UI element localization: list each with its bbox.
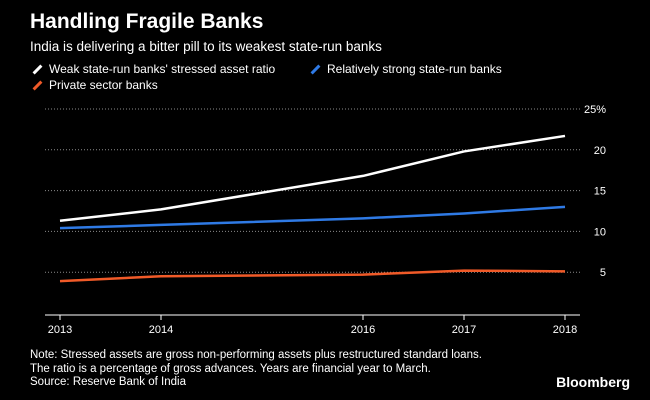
x-tick-label: 2014 (149, 324, 173, 336)
y-tick-label: 25% (584, 104, 606, 116)
footnote-line-2: The ratio is a percentage of gross advan… (30, 362, 431, 375)
series-line-2 (59, 269, 566, 283)
footnote-line-1: Note: Stressed assets are gross non-perf… (30, 349, 482, 361)
footnote: Note: Stressed assets are gross non-perf… (30, 349, 482, 390)
bloomberg-logo: Bloomberg (556, 374, 630, 390)
series-line-1 (59, 205, 566, 230)
legend-item-weak: Weak state-run banks' stressed asset rat… (32, 62, 275, 76)
x-tick-label: 2016 (351, 324, 375, 336)
legend-label-strong: Relatively strong state-run banks (327, 62, 502, 76)
y-tick-label: 10 (594, 226, 606, 238)
legend-item-private: Private sector banks (32, 78, 158, 92)
footnote-source: Source: Reserve Bank of India (30, 376, 186, 388)
series-line-0 (59, 134, 566, 223)
y-tick-label: 20 (594, 145, 606, 157)
y-tick-label: 15 (594, 186, 606, 198)
legend-item-strong: Relatively strong state-run banks (310, 62, 502, 76)
chart-title: Handling Fragile Banks (30, 10, 264, 33)
x-tick-label: 2017 (452, 324, 476, 336)
legend-label-weak: Weak state-run banks' stressed asset rat… (49, 62, 276, 76)
x-tick-label: 2018 (553, 324, 577, 336)
chart-subtitle: India is delivering a bitter pill to its… (30, 39, 382, 54)
x-tick-label: 2013 (48, 324, 72, 336)
y-tick-label: 5 (600, 267, 606, 279)
legend-label-private: Private sector banks (49, 78, 158, 92)
